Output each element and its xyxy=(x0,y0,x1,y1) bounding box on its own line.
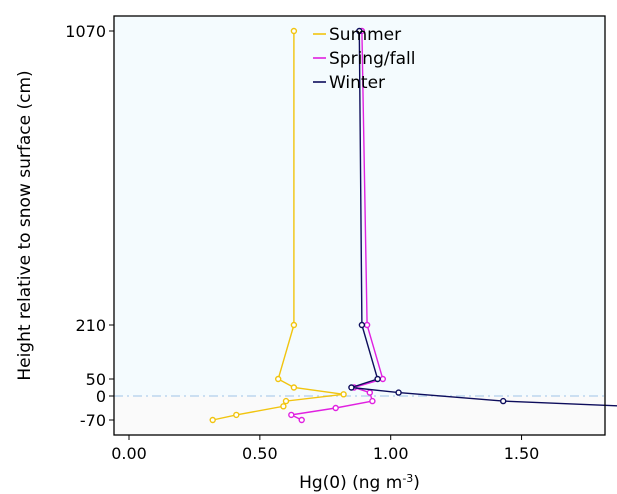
data-point xyxy=(209,416,216,424)
x-tick-label: 1.00 xyxy=(373,444,409,463)
data-point xyxy=(288,411,295,419)
data-point xyxy=(369,397,376,405)
x-axis-label: Hg(0) (ng m-3) xyxy=(299,472,420,493)
y-tick-label: 0 xyxy=(96,387,106,406)
legend-label: Spring/fall xyxy=(329,49,415,69)
legend-label: Summer xyxy=(329,25,401,45)
data-point xyxy=(290,321,298,329)
data-point xyxy=(298,416,305,424)
data-point xyxy=(358,321,366,329)
data-point xyxy=(500,397,507,405)
data-point xyxy=(280,403,287,410)
data-point xyxy=(290,384,298,391)
x-tick-label: 1.50 xyxy=(504,444,540,463)
series-2 xyxy=(348,27,617,407)
legend-label: Winter xyxy=(329,73,385,93)
data-point xyxy=(363,321,371,329)
x-tick-label: 0.00 xyxy=(111,444,147,463)
data-point xyxy=(395,389,402,396)
data-point xyxy=(356,27,363,35)
data-point xyxy=(348,384,355,391)
y-tick-label: 210 xyxy=(75,316,106,335)
data-point xyxy=(374,375,381,383)
data-point xyxy=(366,389,373,396)
data-point xyxy=(379,375,386,383)
legend: Summer Spring/fall Winter xyxy=(313,25,415,93)
y-tick-label: 1070 xyxy=(65,22,106,41)
x-axis: 0.000.501.001.502.002.503.003.50 xyxy=(111,435,540,463)
data-point xyxy=(340,391,347,398)
y-tick-label: -70 xyxy=(80,411,106,430)
y-axis: 1070 210 500 -70 xyxy=(65,22,114,430)
data-point xyxy=(290,27,298,35)
data-point xyxy=(282,397,290,405)
data-point xyxy=(233,411,240,419)
x-tick-label: 0.50 xyxy=(242,444,278,463)
y-axis-label: Height relative to snow surface (cm) xyxy=(15,70,35,380)
plot-frame xyxy=(113,15,606,436)
data-point xyxy=(275,375,282,383)
y-tick-label: 50 xyxy=(86,370,106,389)
series-0 xyxy=(209,27,347,424)
data-point xyxy=(332,404,339,412)
series-layer xyxy=(209,27,617,424)
